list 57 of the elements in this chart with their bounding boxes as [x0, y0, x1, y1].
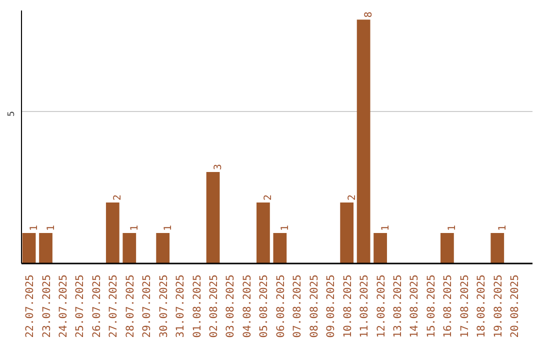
bar — [340, 202, 354, 264]
x-tick-label: 09.08.2025 — [325, 274, 338, 338]
x-tick-label: 02.08.2025 — [208, 274, 220, 338]
data-label: 1 — [497, 224, 508, 232]
x-tick-label: 22.07.2025 — [24, 274, 36, 338]
bar — [490, 233, 504, 264]
x-tick-label: 05.08.2025 — [258, 274, 270, 338]
data-label: 2 — [112, 194, 124, 201]
x-tick-label: 06.08.2025 — [274, 274, 287, 338]
data-label: 1 — [46, 224, 57, 232]
x-tick-label: 24.07.2025 — [57, 274, 70, 338]
y-tick-label: 5 — [7, 111, 17, 117]
bar — [440, 233, 454, 264]
x-tick-label: 13.08.2025 — [392, 274, 404, 338]
data-label: 2 — [346, 194, 358, 201]
x-tick-label: 12.08.2025 — [375, 274, 388, 338]
data-label: 1 — [129, 224, 140, 232]
x-tick-label: 28.07.2025 — [124, 274, 136, 338]
data-label: 1 — [280, 224, 291, 232]
x-tick-label: 03.08.2025 — [224, 274, 237, 338]
bar — [122, 233, 136, 264]
x-tick-label: 31.07.2025 — [174, 274, 187, 338]
bar — [39, 233, 52, 264]
x-tick-label: 14.08.2025 — [408, 274, 421, 338]
x-tick-label: 18.08.2025 — [476, 274, 488, 338]
bar — [106, 202, 120, 264]
x-tick-label: 08.08.2025 — [308, 274, 320, 338]
x-tick-label: 16.08.2025 — [442, 274, 454, 338]
x-tick-label: 17.08.2025 — [458, 274, 471, 338]
bar — [156, 233, 170, 264]
x-tick-label: 01.08.2025 — [191, 274, 204, 338]
x-tick-label: 30.07.2025 — [158, 274, 170, 338]
x-tick-label: 11.08.2025 — [358, 274, 371, 338]
data-label: 1 — [162, 224, 174, 232]
x-tick-label: 23.07.2025 — [40, 274, 53, 338]
data-label: 1 — [380, 224, 392, 232]
x-tick-label: 29.07.2025 — [141, 274, 154, 338]
bar — [22, 233, 36, 264]
x-tick-label: 10.08.2025 — [342, 274, 354, 338]
x-tick-label: 07.08.2025 — [292, 274, 304, 338]
x-tick-label: 26.07.2025 — [90, 274, 103, 338]
bar — [273, 233, 287, 264]
x-tick-label: 27.07.2025 — [108, 274, 120, 338]
data-label: 2 — [263, 194, 274, 201]
bar — [374, 233, 387, 264]
data-label: 1 — [29, 224, 40, 232]
data-label: 3 — [213, 164, 224, 170]
x-tick-label: 20.08.2025 — [509, 274, 522, 338]
data-label: 1 — [447, 224, 458, 232]
x-tick-label: 19.08.2025 — [492, 274, 504, 338]
x-tick-label: 15.08.2025 — [425, 274, 438, 338]
data-label: 8 — [364, 12, 375, 18]
bar — [356, 20, 370, 264]
x-tick-label: 04.08.2025 — [241, 274, 254, 338]
bar — [256, 202, 270, 264]
bar — [206, 172, 220, 264]
x-tick-label: 25.07.2025 — [74, 274, 86, 338]
